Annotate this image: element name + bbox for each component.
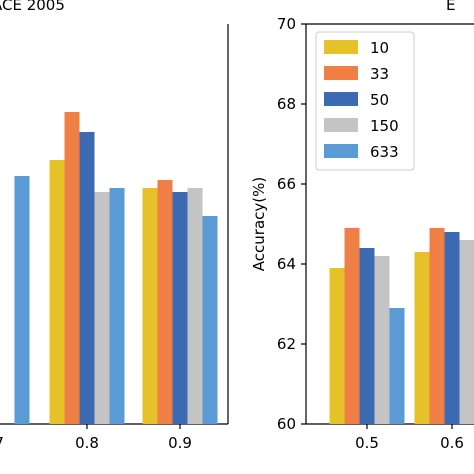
legend-swatch-50 xyxy=(324,92,358,106)
left-panel: ACE 2005 0.7 0.8 0.9 xyxy=(0,0,229,452)
y-tick-label: 68 xyxy=(277,95,296,113)
x-tick-label: 0.6 xyxy=(440,434,464,452)
bar-0.9-50 xyxy=(172,192,188,424)
bar-0.9-33 xyxy=(157,180,173,424)
y-tick-label: 70 xyxy=(277,15,296,33)
bar-0.9-10 xyxy=(142,188,158,424)
right-y-ticks: 60 62 64 66 68 70 xyxy=(277,15,306,433)
legend-swatch-633 xyxy=(324,144,358,158)
bar-0.8-633 xyxy=(109,188,125,424)
bar-0.9-150 xyxy=(187,188,203,424)
left-chart-title: ACE 2005 xyxy=(0,0,65,14)
bar-0.8-10 xyxy=(49,160,65,424)
bar-0.5-10 xyxy=(329,268,345,424)
left-x-ticks: 0.7 0.8 0.9 xyxy=(0,424,192,452)
left-bars xyxy=(14,112,218,424)
bar-0.6-33 xyxy=(429,228,445,424)
legend-label-10: 10 xyxy=(370,39,389,57)
right-bars xyxy=(329,228,474,424)
legend-label-33: 33 xyxy=(370,65,389,83)
bar-0.9-633 xyxy=(202,216,218,424)
x-tick-label: 0.7 xyxy=(0,434,4,452)
x-tick-label: 0.9 xyxy=(168,434,192,452)
legend: 10 33 50 150 633 xyxy=(315,31,415,171)
bar-0.6-50 xyxy=(444,232,460,424)
bar-0.8-150 xyxy=(94,192,110,424)
right-chart-title: E xyxy=(446,0,455,14)
y-tick-label: 64 xyxy=(277,255,296,273)
legend-entries: 10 33 50 150 633 xyxy=(324,39,399,161)
legend-label-633: 633 xyxy=(370,143,399,161)
bar-0.5-633 xyxy=(389,308,405,424)
legend-label-50: 50 xyxy=(370,91,389,109)
y-axis-label: Accuracy(%) xyxy=(250,177,268,271)
bar-0.6-10 xyxy=(414,252,430,424)
legend-swatch-10 xyxy=(324,40,358,54)
right-panel: E Accuracy(%) 60 62 64 66 68 70 0.5 0.6 10 33 50… xyxy=(250,0,474,452)
y-tick-label: 66 xyxy=(277,175,296,193)
y-tick-label: 62 xyxy=(277,335,296,353)
bar-0.7-633 xyxy=(14,176,30,424)
right-x-ticks: 0.5 0.6 xyxy=(355,424,464,452)
bar-0.5-50 xyxy=(359,248,375,424)
bar-0.8-50 xyxy=(79,132,95,424)
bar-0.5-33 xyxy=(344,228,360,424)
bar-0.6-150 xyxy=(459,240,474,424)
x-tick-label: 0.5 xyxy=(355,434,379,452)
legend-swatch-33 xyxy=(324,66,358,80)
legend-label-150: 150 xyxy=(370,117,399,135)
bar-0.5-150 xyxy=(374,256,390,424)
legend-swatch-150 xyxy=(324,118,358,132)
y-tick-label: 60 xyxy=(277,415,296,433)
x-tick-label: 0.8 xyxy=(75,434,99,452)
bar-0.8-33 xyxy=(64,112,80,424)
